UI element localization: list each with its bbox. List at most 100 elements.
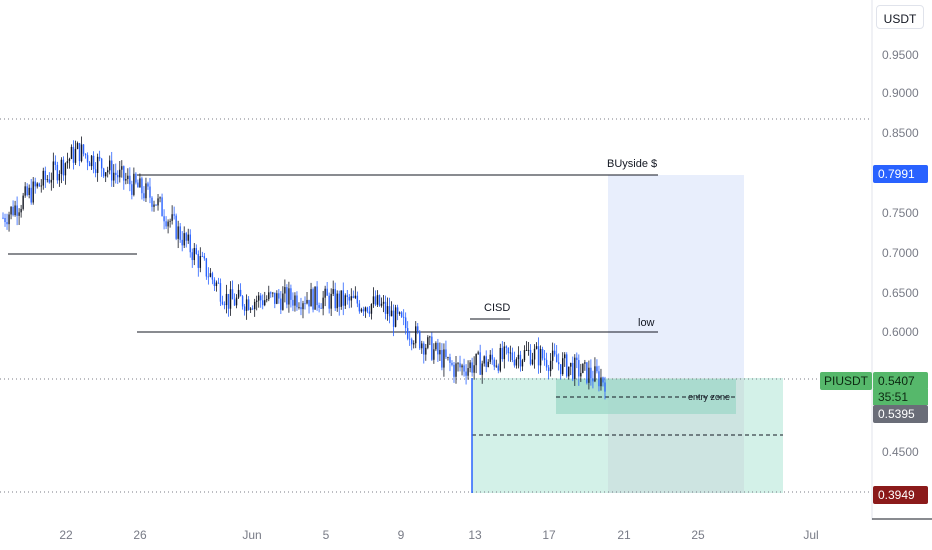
candle-body [483, 356, 485, 364]
candle-body [324, 288, 326, 298]
candle-body [358, 303, 361, 312]
candle-body [372, 296, 375, 305]
candle-body [489, 354, 491, 362]
candle-body [316, 286, 318, 306]
candle-body [195, 248, 197, 254]
candle-body [557, 362, 560, 365]
candle-body [143, 193, 145, 199]
candle-body [201, 256, 204, 257]
price-tick: 0.9000 [882, 86, 919, 100]
candle-body [159, 197, 161, 199]
candle-body [298, 307, 300, 308]
candle-body [364, 307, 367, 312]
candle-body [340, 290, 342, 307]
candle-body [505, 346, 508, 348]
candle-body [493, 359, 495, 367]
candle-body [344, 295, 346, 306]
candle-body [115, 172, 117, 176]
candle-body [598, 371, 600, 387]
candle-body [30, 187, 32, 203]
price-tick: 0.4500 [882, 445, 919, 459]
candle-body [380, 303, 383, 306]
low-label: low [638, 317, 655, 329]
candle-body [20, 208, 22, 213]
candle-body [205, 258, 208, 277]
candle-body [266, 299, 268, 301]
candle-body [38, 183, 40, 187]
candle-body [36, 183, 38, 187]
candle-body [551, 350, 554, 361]
candle-body [388, 306, 391, 317]
candle-body [153, 204, 155, 207]
candle-body [113, 172, 115, 181]
candle-body [98, 156, 101, 159]
candle-body [507, 347, 510, 354]
candle-body [400, 312, 403, 317]
price-tick: 0.6500 [882, 286, 919, 300]
candle-body [386, 306, 389, 314]
candle-body [94, 169, 97, 173]
candle-body [199, 256, 202, 268]
candle-body [24, 186, 26, 196]
candle-body [147, 183, 149, 187]
candle-body [219, 283, 222, 302]
candle-body [46, 179, 49, 181]
price-tick: 0.9500 [882, 48, 919, 62]
candle-body [149, 186, 151, 198]
price-tick: 0.7500 [882, 206, 919, 220]
candle-body [10, 206, 12, 215]
candle-body [278, 293, 280, 299]
candle-body [590, 367, 592, 379]
candle-body [376, 295, 379, 305]
candle-body [396, 307, 399, 314]
candle-body [288, 288, 290, 305]
candle-body [576, 357, 578, 361]
last-price-badge: 0.5407 [873, 372, 928, 390]
candle-body [272, 292, 274, 294]
candle-body [588, 367, 590, 383]
candle-body [173, 214, 175, 216]
candle-body [421, 343, 423, 349]
candle-body [568, 366, 570, 377]
candle-body [604, 382, 606, 392]
candle-body [586, 362, 588, 383]
candle-body [533, 348, 536, 360]
candle-body [44, 170, 46, 180]
candle-body [390, 310, 393, 317]
candle-body [463, 365, 465, 372]
candle-body [451, 362, 453, 365]
candle-body [539, 348, 542, 366]
candle-body [398, 312, 401, 314]
candle-body [356, 295, 359, 304]
price-axis[interactable]: 0.9500 0.9000 0.8500 0.7500 0.7000 0.650… [872, 0, 932, 520]
candle-body [491, 354, 493, 360]
candle-body [308, 299, 310, 307]
candle-body [582, 363, 584, 373]
candle-body [447, 357, 449, 358]
candle-body [70, 146, 73, 159]
candle-body [58, 173, 61, 181]
candle-body [32, 181, 34, 203]
candle-body [394, 307, 397, 327]
price-tick: 0.8500 [882, 126, 919, 140]
candle-body [368, 311, 371, 314]
candle-body [26, 186, 28, 195]
candle-body [413, 343, 415, 345]
candle-body [243, 306, 246, 311]
candle-body [354, 295, 357, 298]
time-tick: 22 [59, 528, 73, 542]
candle-body [141, 178, 143, 194]
currency-button[interactable]: USDT [876, 5, 924, 29]
candle-body [449, 357, 451, 363]
candle-body [314, 286, 316, 310]
candle-body [555, 354, 558, 363]
candle-body [225, 293, 228, 306]
candle-body [185, 233, 187, 241]
candle-body [104, 172, 107, 177]
candle-body [245, 299, 248, 311]
time-tick: 17 [542, 528, 556, 542]
candle-body [439, 350, 441, 355]
candle-body [247, 299, 250, 310]
